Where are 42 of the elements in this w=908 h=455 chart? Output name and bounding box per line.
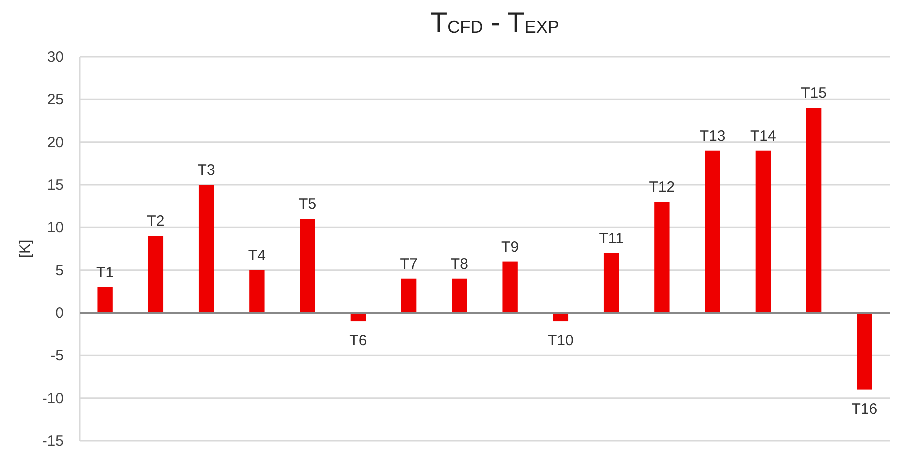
x-tick-label: T4: [248, 247, 266, 264]
x-tick-label: T3: [198, 162, 216, 179]
x-tick-label: T12: [649, 179, 676, 196]
x-tick-label: T10: [548, 332, 574, 350]
bar: [654, 202, 670, 313]
x-tick-label: T11: [599, 230, 624, 248]
bar: [452, 278, 468, 313]
bar: [806, 108, 822, 313]
bar: [857, 313, 872, 390]
y-tick-label: -5: [50, 348, 64, 365]
y-tick-label: 30: [47, 49, 64, 66]
bar: [300, 219, 316, 313]
bar: [250, 270, 265, 313]
y-tick-label: 5: [56, 262, 64, 280]
x-tick-label: T9: [502, 238, 520, 256]
y-tick-label: -10: [42, 390, 64, 408]
bar: [98, 287, 113, 313]
bar: [502, 262, 518, 313]
y-tick-label: 20: [47, 134, 64, 152]
chart-title: TCFD - TEXP: [430, 7, 560, 38]
bar: [198, 185, 214, 313]
x-tick-label: T5: [299, 196, 317, 214]
x-tick-label: T2: [147, 213, 165, 230]
bar: [705, 150, 720, 313]
x-tick-label: T15: [801, 85, 827, 102]
x-tick-label: T7: [400, 256, 418, 273]
y-axis-title: [K]: [17, 240, 34, 258]
x-tick-label: T1: [96, 264, 114, 282]
x-tick-label: T16: [852, 400, 878, 418]
y-tick-label: -15: [42, 433, 64, 450]
y-tick-label: 0: [56, 305, 64, 322]
bar: [756, 150, 772, 313]
bar: [148, 236, 164, 313]
bar: [604, 253, 620, 313]
x-tick-label: T14: [750, 128, 776, 145]
y-tick-label: 10: [47, 220, 64, 237]
y-tick-label: 15: [47, 177, 64, 194]
bar: [401, 278, 417, 313]
x-tick-label: T8: [450, 256, 468, 273]
x-tick-label: T13: [700, 128, 726, 145]
y-tick-label: 25: [47, 92, 64, 109]
x-tick-label: T6: [350, 332, 368, 350]
